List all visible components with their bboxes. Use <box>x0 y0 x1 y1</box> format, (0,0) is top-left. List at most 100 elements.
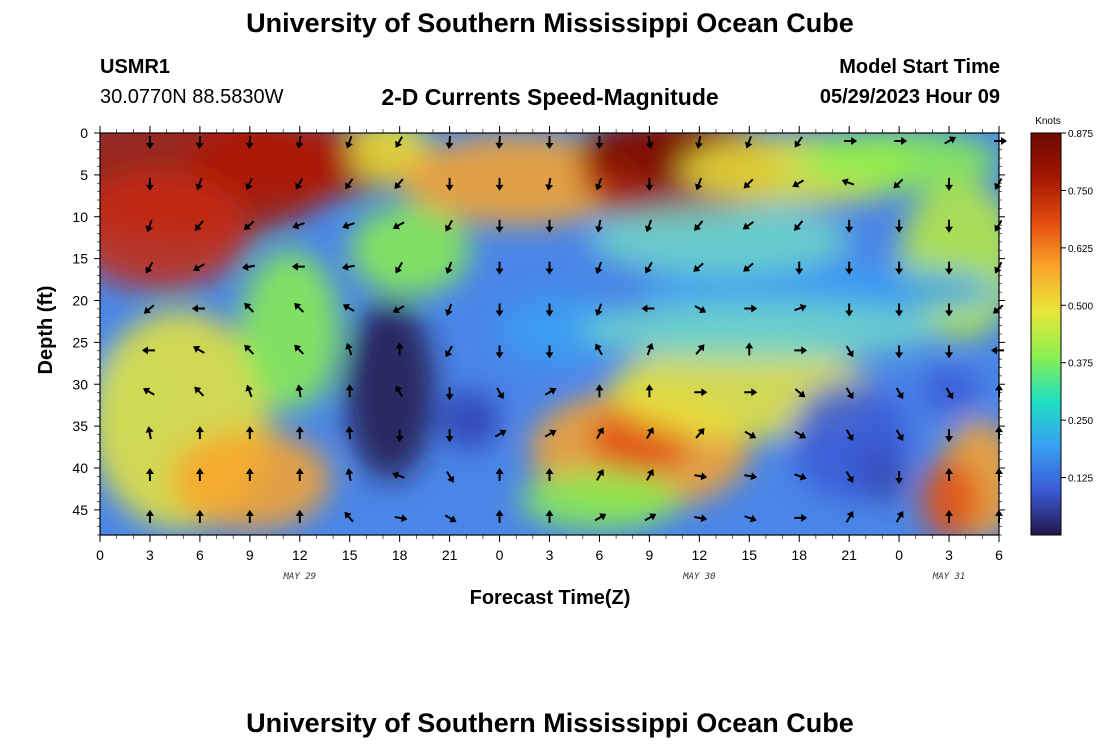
current-vector <box>192 345 205 354</box>
current-vector <box>145 136 154 149</box>
current-vector <box>945 387 954 400</box>
current-vector <box>292 221 305 230</box>
current-vector <box>995 468 1003 481</box>
current-vector <box>991 346 1004 355</box>
current-vector <box>794 472 807 481</box>
y-tick-label: 15 <box>72 251 88 267</box>
current-vector <box>995 384 1003 398</box>
current-vector <box>145 509 154 523</box>
current-vector <box>895 345 904 359</box>
current-vector <box>245 426 254 440</box>
current-vector <box>496 387 505 400</box>
current-vector <box>794 388 806 398</box>
current-vector <box>594 513 607 522</box>
colorbar-tick-label: 0.250 <box>1068 416 1093 427</box>
current-vector <box>792 179 805 188</box>
current-vector <box>595 384 604 398</box>
colorbar <box>1030 132 1062 536</box>
current-vector <box>694 472 708 481</box>
y-axis-label: Depth (ft) <box>35 286 57 375</box>
current-vector <box>495 135 504 149</box>
x-tick-label: 3 <box>146 547 154 563</box>
model-start-label: Model Start Time <box>839 56 1000 78</box>
current-vector <box>344 511 354 523</box>
current-vector <box>794 220 804 231</box>
y-tick-label: 5 <box>80 167 88 183</box>
current-vector <box>145 177 154 191</box>
x-tick-label: 21 <box>442 547 458 563</box>
current-vector <box>994 178 1003 190</box>
current-vector <box>894 137 908 145</box>
current-vector <box>744 430 757 439</box>
current-vector <box>345 135 353 149</box>
current-vector <box>295 384 304 398</box>
current-vector <box>994 137 1007 145</box>
current-vector <box>841 178 855 186</box>
x-tick-label: 18 <box>791 547 807 563</box>
current-vector <box>845 303 854 317</box>
current-vector <box>545 136 554 149</box>
current-vector <box>644 219 653 233</box>
current-vector <box>945 468 954 481</box>
current-vector <box>495 219 504 233</box>
current-vector <box>844 137 858 145</box>
current-vector <box>845 345 854 358</box>
current-vector <box>245 135 254 149</box>
footer-title: University of Southern Mississippi Ocean… <box>246 708 854 738</box>
current-vector <box>945 509 954 523</box>
current-vector <box>545 219 554 233</box>
chart-title: 2-D Currents Speed-Magnitude <box>381 84 719 110</box>
current-vector <box>895 510 904 523</box>
current-vectors <box>141 135 1007 523</box>
current-vector <box>895 261 904 275</box>
colorbar-tick-label: 0.750 <box>1068 186 1093 197</box>
current-vector <box>845 261 854 275</box>
current-vector <box>143 304 155 314</box>
current-vector <box>243 220 255 230</box>
current-vector <box>241 263 255 271</box>
current-vector <box>195 468 204 481</box>
current-vector <box>944 136 956 145</box>
current-vector <box>845 510 854 523</box>
current-vector <box>694 177 703 191</box>
current-vector <box>394 514 408 523</box>
current-vector <box>645 384 654 398</box>
y-tick-label: 45 <box>72 502 88 518</box>
current-vector <box>744 388 758 397</box>
current-vector <box>895 303 904 317</box>
current-vector <box>345 426 354 440</box>
current-vector <box>141 346 155 355</box>
current-vector <box>743 262 754 272</box>
x-tick-label: 3 <box>546 547 554 563</box>
colorbar-tick-label: 0.375 <box>1068 359 1093 370</box>
current-vector <box>495 303 504 317</box>
colorbar-label: Knots <box>1035 116 1061 127</box>
current-vector <box>794 136 803 148</box>
current-vector <box>395 385 404 398</box>
current-vector <box>645 135 654 149</box>
current-vector <box>145 261 154 274</box>
x-tick-label: 6 <box>995 547 1003 563</box>
current-vector <box>445 261 453 275</box>
model-start-value: 05/29/2023 Hour 09 <box>819 86 1000 108</box>
current-vector <box>494 429 507 438</box>
x-tick-label: 0 <box>96 547 104 563</box>
current-vector <box>646 427 654 439</box>
current-vector <box>794 304 807 312</box>
current-vector <box>341 263 355 271</box>
colorbar-ticks: 0.875 0.750 0.625 0.500 0.375 0.250 0.125 <box>1061 129 1093 485</box>
current-vector <box>295 178 304 190</box>
y-tick-label: 10 <box>72 209 88 225</box>
current-vector <box>392 471 405 480</box>
current-vector <box>445 303 453 317</box>
current-vector <box>245 384 253 398</box>
current-vector <box>646 342 654 356</box>
current-vector <box>195 177 203 191</box>
y-tick-label: 20 <box>72 293 88 309</box>
current-vector <box>192 263 205 272</box>
x-tick-label: 9 <box>645 547 653 563</box>
y-tick-label: 30 <box>72 376 88 392</box>
current-vector <box>145 219 154 233</box>
current-vector <box>694 305 707 313</box>
